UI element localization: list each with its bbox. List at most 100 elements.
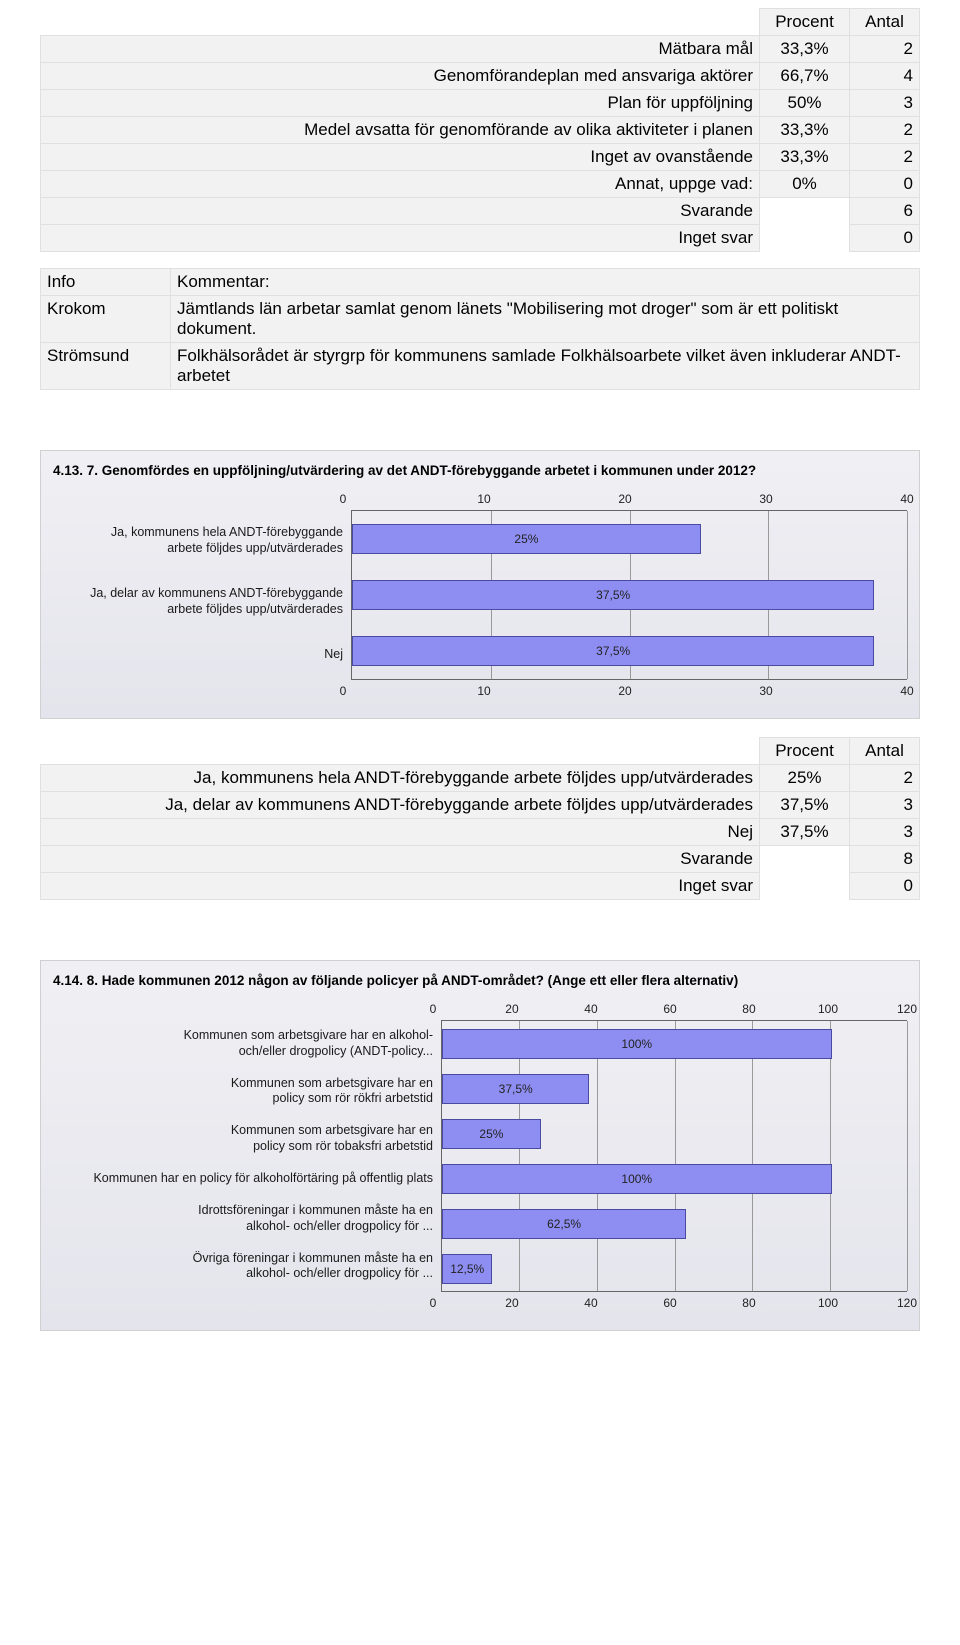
table2-header-row: Procent Antal: [41, 738, 920, 765]
row-n: 2: [850, 144, 920, 171]
table-row: Svarande 6: [41, 198, 920, 225]
xtick-label: 120: [897, 1002, 917, 1016]
row-label: Svarande: [41, 198, 760, 225]
chart-bar: 100%: [442, 1029, 832, 1059]
row-pct: 33,3%: [760, 36, 850, 63]
comment-row: KrokomJämtlands län arbetar samlat genom…: [41, 296, 920, 343]
chart-bar-label: 12,5%: [450, 1262, 484, 1276]
row-n: 6: [850, 198, 920, 225]
chart-bar: 25%: [352, 524, 701, 554]
chart-gridline: [907, 511, 908, 679]
chart-xaxis-top: 020406080100120: [53, 1002, 907, 1016]
row-n: 3: [850, 792, 920, 819]
xtick-label: 0: [430, 1296, 437, 1310]
chart-bars: 100% 37,5% 25% 100% 62,5% 12,5%: [442, 1021, 907, 1291]
chart-bars: 25% 37,5% 37,5%: [352, 511, 907, 679]
chart-bar-label: 37,5%: [596, 588, 630, 602]
row-n: 2: [850, 36, 920, 63]
xtick-label: 0: [340, 492, 347, 506]
row-n: 2: [850, 117, 920, 144]
row-label: Nej: [41, 819, 760, 846]
table1-block: Procent Antal Mätbara mål33,3%2 Genomför…: [0, 0, 960, 420]
chart-bar: 25%: [442, 1119, 541, 1149]
xtick-label: 0: [340, 684, 347, 698]
chart-ylabel: Kommunen har en policy för alkoholförtär…: [53, 1171, 433, 1187]
xtick-label: 60: [663, 1002, 676, 1016]
table-row: Nej37,5%3: [41, 819, 920, 846]
chart-bar-label: 37,5%: [499, 1082, 533, 1096]
xtick-label: 0: [430, 1002, 437, 1016]
chart2: 4.14. 8. Hade kommunen 2012 någon av föl…: [40, 960, 920, 1331]
chart2-body: 020406080100120Kommunen som arbetsgivare…: [53, 1002, 907, 1310]
xtick-label: 80: [742, 1002, 755, 1016]
chart-gridline: [907, 1021, 908, 1291]
chart-xaxis: 020406080100120: [53, 1296, 907, 1310]
table-row: Medel avsatta för genomförande av olika …: [41, 117, 920, 144]
row-pct: 50%: [760, 90, 850, 117]
row-label: Inget av ovanstående: [41, 144, 760, 171]
table-row: Genomförandeplan med ansvariga aktörer66…: [41, 63, 920, 90]
chart2-title: 4.14. 8. Hade kommunen 2012 någon av föl…: [53, 973, 907, 988]
xtick-label: 30: [759, 684, 772, 698]
xtick-label: 100: [818, 1002, 838, 1016]
row-n: 8: [850, 846, 920, 873]
chart-ylabel: Kommunen som arbetsgivare har en alkohol…: [53, 1028, 433, 1059]
table-row: Inget svar0: [41, 873, 920, 900]
table1-header-row: Procent Antal: [41, 9, 920, 36]
xtick-label: 100: [818, 1296, 838, 1310]
chart-area: Ja, kommunens hela ANDT-förebyggandearbe…: [53, 510, 907, 680]
chart-bar-label: 100%: [621, 1037, 652, 1051]
row-pct: 37,5%: [760, 819, 850, 846]
comments-table: InfoKommentar: KrokomJämtlands län arbet…: [40, 268, 920, 390]
chart-xaxis-top: 010203040: [53, 492, 907, 506]
xtick-label: 40: [584, 1002, 597, 1016]
comment-text: Folkhälsorådet är styrgrp för kommunens …: [171, 343, 920, 390]
table-row: Inget svar0: [41, 225, 920, 252]
row-label: Mätbara mål: [41, 36, 760, 63]
chart-ylabel: Idrottsföreningar i kommunen måste ha en…: [53, 1203, 433, 1234]
row-pct: 66,7%: [760, 63, 850, 90]
table-row: Mätbara mål33,3%2: [41, 36, 920, 63]
comments-hdr-kom: Kommentar:: [171, 269, 920, 296]
chart-bar-label: 100%: [621, 1172, 652, 1186]
chart-ylabel: Ja, kommunens hela ANDT-förebyggandearbe…: [53, 525, 343, 556]
chart-plot: 25% 37,5% 37,5%: [351, 510, 907, 680]
xtick-label: 40: [584, 1296, 597, 1310]
chart-bar: 100%: [442, 1164, 832, 1194]
row-n: 3: [850, 90, 920, 117]
table2: Procent Antal Ja, kommunens hela ANDT-fö…: [40, 737, 920, 900]
chart-ylabels: Ja, kommunens hela ANDT-förebyggandearbe…: [53, 510, 351, 678]
xtick-label: 10: [477, 492, 490, 506]
row-label: Svarande: [41, 846, 760, 873]
table2-hdr-antal: Antal: [850, 738, 920, 765]
row-n: 0: [850, 873, 920, 900]
chart-bar-label: 37,5%: [596, 644, 630, 658]
row-n: 0: [850, 171, 920, 198]
table1-hdr-procent: Procent: [760, 9, 850, 36]
row-label: Plan för uppföljning: [41, 90, 760, 117]
row-pct: 25%: [760, 765, 850, 792]
row-n: 4: [850, 63, 920, 90]
row-label: Ja, kommunens hela ANDT-förebyggande arb…: [41, 765, 760, 792]
row-pct: 0%: [760, 171, 850, 198]
comment-who: Krokom: [41, 296, 171, 343]
table-row: Ja, kommunens hela ANDT-förebyggande arb…: [41, 765, 920, 792]
xtick-label: 20: [618, 684, 631, 698]
table-row: Plan för uppföljning50%3: [41, 90, 920, 117]
chart-bar: 37,5%: [442, 1074, 589, 1104]
xtick-label: 80: [742, 1296, 755, 1310]
chart-ylabels: Kommunen som arbetsgivare har en alkohol…: [53, 1020, 441, 1290]
chart-bar: 37,5%: [352, 580, 874, 610]
table-row: Inget av ovanstående33,3%2: [41, 144, 920, 171]
comment-text: Jämtlands län arbetar samlat genom länet…: [171, 296, 920, 343]
chart-ylabel: Ja, delar av kommunens ANDT-förebyggande…: [53, 586, 343, 617]
chart-bar-label: 25%: [514, 532, 538, 546]
row-pct: 37,5%: [760, 792, 850, 819]
chart1: 4.13. 7. Genomfördes en uppföljning/utvä…: [40, 450, 920, 719]
xtick-label: 40: [900, 492, 913, 506]
row-pct: 33,3%: [760, 117, 850, 144]
row-label: Ja, delar av kommunens ANDT-förebyggande…: [41, 792, 760, 819]
xtick-label: 40: [900, 684, 913, 698]
chart-bar-label: 62,5%: [547, 1217, 581, 1231]
xtick-label: 30: [759, 492, 772, 506]
